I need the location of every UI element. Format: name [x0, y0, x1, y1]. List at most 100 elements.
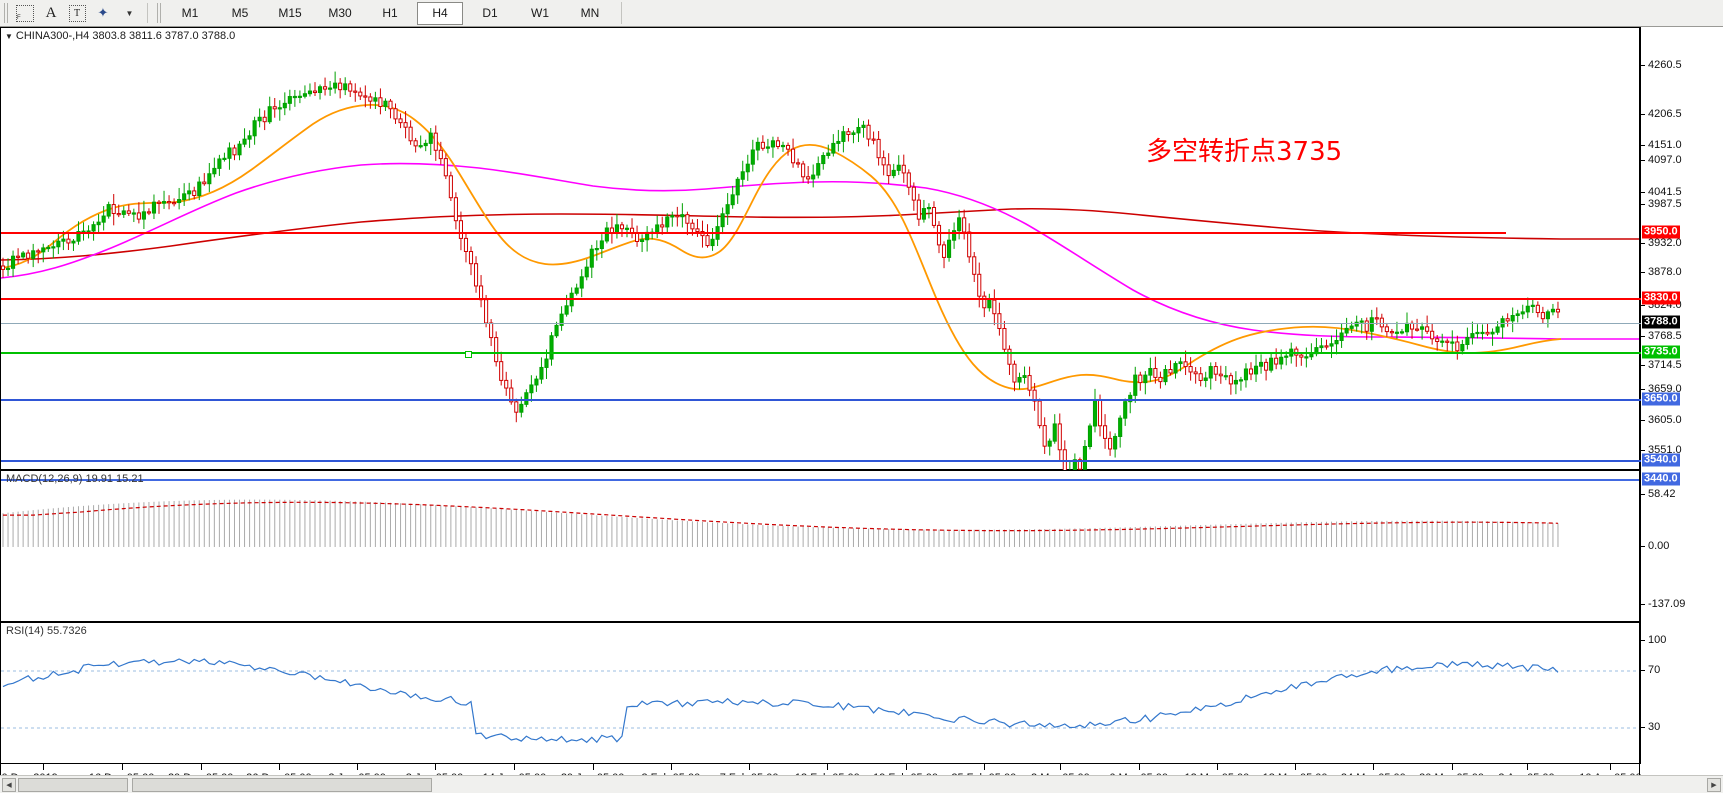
chart-annotation-text: 多空转折点3735 [1146, 137, 1343, 167]
price-level-badge-3540-0[interactable]: 3540.0 [1642, 453, 1680, 467]
price-level-line-3735-0[interactable] [1, 352, 1641, 354]
timeframe-m30[interactable]: M30 [328, 6, 352, 20]
candle [1404, 312, 1410, 336]
text-box-icon[interactable]: T [64, 1, 90, 25]
rsi-pane[interactable]: RSI(14) 55.7326 [0, 622, 1640, 764]
candle [1123, 398, 1128, 426]
candle [941, 241, 947, 269]
price-level-badge-3650-0[interactable]: 3650.0 [1642, 392, 1680, 406]
horizontal-scrollbar[interactable]: ◀ ▶ [0, 775, 1723, 793]
candle [328, 81, 333, 96]
macd-level-badge[interactable]: 3440.0 [1642, 472, 1680, 486]
candle [222, 152, 227, 162]
price-axis[interactable]: 4260.5 4206.5 4151.0 4097.0 4041.5 3987.5 3932… [1640, 27, 1723, 485]
candle [287, 89, 292, 111]
candle [594, 240, 599, 261]
scroll-left-arrow[interactable]: ◀ [2, 778, 16, 792]
candle [1213, 362, 1218, 381]
time-tick [827, 764, 829, 770]
collapse-triangle-icon[interactable]: ▼ [5, 32, 13, 41]
scrollbar-thumb[interactable] [132, 778, 432, 792]
shapes-icon[interactable]: ✦ [97, 5, 109, 20]
macd-header: MACD(12,26,9) 19.91 15.21 [6, 473, 144, 485]
price-level-badge-3950-0[interactable]: 3950.0 [1642, 225, 1680, 239]
timeframe-h4[interactable]: H4 [417, 1, 463, 25]
candle [1017, 372, 1022, 390]
scrollbar-thumb-left[interactable] [18, 778, 128, 792]
time-tick [1295, 764, 1297, 770]
timeframe-d1[interactable]: D1 [482, 6, 498, 20]
time-tick [434, 764, 436, 770]
candle [167, 195, 172, 210]
macd-pane[interactable]: MACD(12,26,9) 19.91 15.21 [0, 470, 1640, 622]
price-level-line-3950-0[interactable] [1, 232, 1506, 234]
macd-level-line[interactable] [1, 479, 1639, 481]
candle [640, 234, 645, 253]
candle [398, 113, 403, 129]
ma-fast-line [0, 104, 1562, 391]
candle [232, 144, 237, 161]
level-anchor-handle[interactable] [465, 351, 472, 358]
timeframe-grip[interactable] [157, 3, 163, 23]
rsi-axis[interactable]: 100 70 30 [1640, 622, 1723, 764]
candle [775, 136, 781, 150]
price-level-line-3540-0[interactable] [1, 460, 1641, 462]
macd-axis[interactable]: 3440.0 58.42 0.00 -137.09 [1640, 470, 1723, 622]
timeframe-m5[interactable]: M5 [231, 6, 249, 20]
candle [0, 257, 6, 278]
price-level-badge-3788-0[interactable]: 3788.0 [1642, 315, 1680, 329]
candle [499, 351, 504, 386]
price-pane[interactable]: ▼ CHINA300-,H4 3803.8 3811.6 3787.0 3788.… [0, 27, 1641, 487]
candle [247, 130, 252, 148]
price-tick-label: 3878.0 [1648, 266, 1682, 278]
candle [1259, 354, 1264, 374]
price-level-badge-3830-0[interactable]: 3830.0 [1642, 291, 1680, 305]
price-level-line-3788-0[interactable] [1, 323, 1641, 324]
chart-area[interactable]: ▼ CHINA300-,H4 3803.8 3811.6 3787.0 3788.… [0, 27, 1723, 793]
price-level-badge-3735-0[interactable]: 3735.0 [1642, 345, 1680, 359]
time-tick [983, 764, 985, 770]
toolbar-grip[interactable] [4, 3, 10, 23]
candle [116, 204, 121, 218]
candle [1047, 438, 1052, 456]
candle [307, 83, 313, 97]
price-tick [1641, 389, 1645, 390]
candle [237, 140, 242, 161]
price-tick [1641, 272, 1645, 273]
candle [323, 77, 328, 96]
timeframe-h1[interactable]: H1 [382, 6, 398, 20]
scroll-right-arrow[interactable]: ▶ [1707, 778, 1721, 792]
candle [1113, 433, 1118, 458]
crosshair-f-icon[interactable]: F [12, 1, 38, 25]
time-tick [121, 764, 123, 770]
timeframe-w1[interactable]: W1 [531, 6, 549, 20]
candle [1545, 309, 1550, 328]
candle [1037, 398, 1042, 429]
price-level-line-3830-0[interactable] [1, 298, 1641, 300]
candle [821, 152, 826, 170]
time-tick [514, 764, 516, 770]
text-label-icon[interactable]: A [45, 4, 57, 21]
candle [473, 256, 479, 293]
candle [1168, 360, 1173, 376]
candle [1299, 352, 1304, 366]
candle [443, 153, 448, 180]
candle [1440, 333, 1445, 348]
candle [1435, 334, 1440, 351]
price-level-line-3650-0[interactable] [1, 399, 1641, 401]
candle [866, 119, 871, 147]
timeframe-m15[interactable]: M15 [278, 6, 302, 20]
candle [1329, 335, 1334, 359]
candle [187, 182, 192, 201]
candle [755, 137, 760, 161]
candle [202, 173, 207, 186]
shapes-dropdown-icon[interactable]: ▼ [125, 8, 134, 18]
candle [1158, 371, 1163, 389]
candle [735, 177, 740, 204]
price-tick-label: 4151.0 [1648, 139, 1682, 151]
candle [695, 219, 700, 237]
rsi-tick [1641, 670, 1645, 671]
timeframe-m1[interactable]: M1 [181, 6, 199, 20]
timeframe-mn[interactable]: MN [580, 6, 600, 20]
time-tick [278, 764, 280, 770]
